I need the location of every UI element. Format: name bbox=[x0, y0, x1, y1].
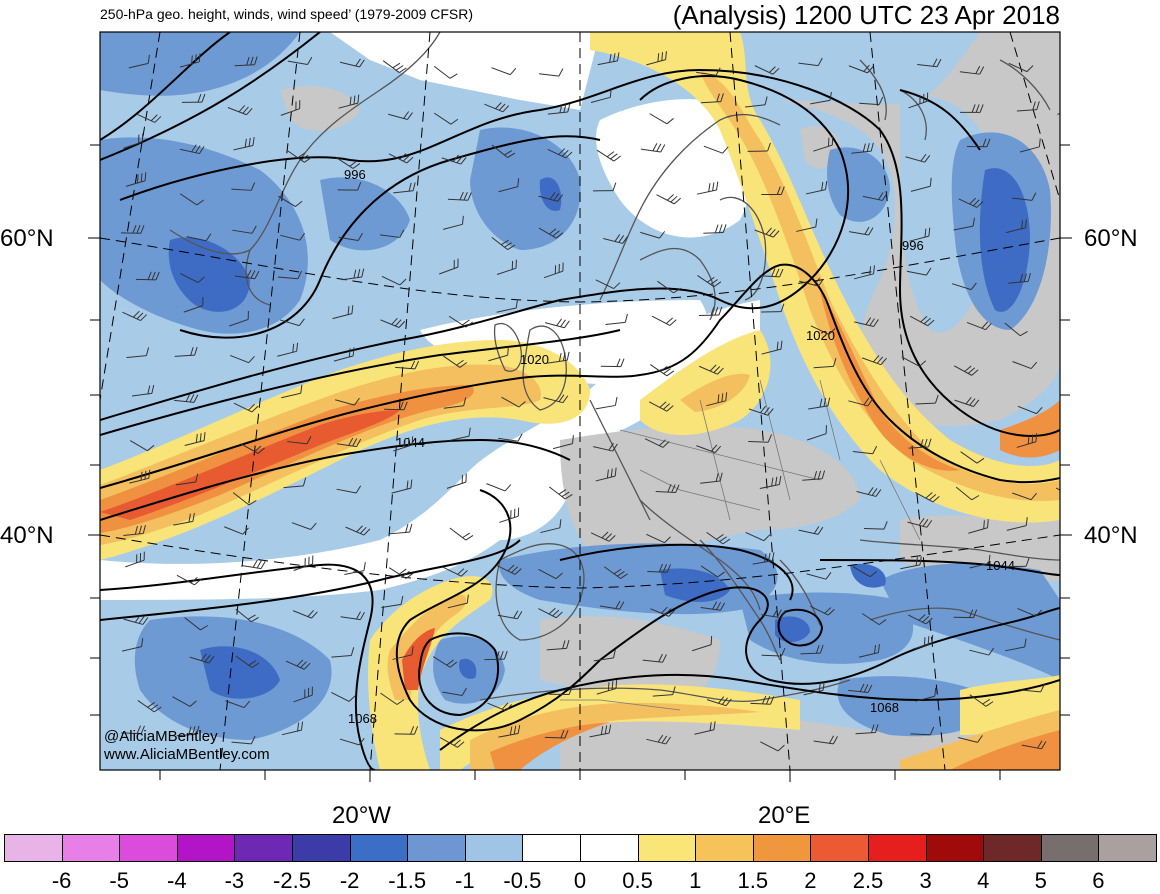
colorbar-label: -2 bbox=[340, 868, 360, 894]
colorbar-swatch bbox=[292, 834, 351, 862]
lon-label-20e: 20°E bbox=[758, 802, 810, 830]
colorbar-swatch bbox=[465, 834, 524, 862]
colorbar-label: 1 bbox=[689, 868, 701, 894]
colorbar-label: -5 bbox=[109, 868, 129, 894]
wind-barb bbox=[1059, 645, 1082, 665]
colorbar-swatch bbox=[407, 834, 466, 862]
colorbar-swatch bbox=[350, 834, 409, 862]
colorbar-label: -3 bbox=[225, 868, 245, 894]
colorbar-label: 4 bbox=[977, 868, 989, 894]
wind-barb bbox=[1068, 602, 1092, 617]
lon-label-20w: 20°W bbox=[332, 802, 391, 830]
contour-label: 1068 bbox=[870, 700, 899, 715]
contour-label: 1020 bbox=[520, 352, 549, 367]
wind-barb bbox=[1070, 729, 1094, 743]
colorbar-label: 2 bbox=[804, 868, 816, 894]
colorbar-label: -6 bbox=[52, 868, 72, 894]
colorbar-swatch bbox=[580, 834, 639, 862]
colorbar-swatch bbox=[810, 834, 869, 862]
colorbar-swatch bbox=[1098, 834, 1157, 862]
colorbar-label: 5 bbox=[1035, 868, 1047, 894]
lat-label-60n-left: 60°N bbox=[0, 225, 54, 253]
colorbar-swatch bbox=[4, 834, 63, 862]
colorbar-label: 1.5 bbox=[738, 868, 769, 894]
colorbar-swatch bbox=[983, 834, 1042, 862]
wind-barb bbox=[1067, 269, 1091, 288]
wind-barb bbox=[1071, 396, 1095, 414]
colorbar-label: -2.5 bbox=[273, 868, 311, 894]
colorbar-label: 3 bbox=[919, 868, 931, 894]
wind-barb bbox=[1059, 568, 1083, 580]
lat-label-60n-right: 60°N bbox=[1084, 225, 1138, 253]
wind-barb bbox=[1068, 690, 1092, 709]
colorbar-label: -1.5 bbox=[388, 868, 426, 894]
wind-barb bbox=[1065, 140, 1089, 150]
credit-website: www.AliciaMBentley.com bbox=[104, 746, 270, 763]
contour-label: 996 bbox=[344, 167, 366, 182]
colorbar-swatch bbox=[926, 834, 985, 862]
wind-barb bbox=[1071, 181, 1095, 191]
map-panel: 996 996 1020 1020 1044 1044 1068 1068 bbox=[0, 0, 1160, 830]
lat-label-40n-right: 40°N bbox=[1084, 522, 1138, 550]
contour-label: 1044 bbox=[986, 558, 1015, 573]
wind-barb bbox=[1068, 442, 1091, 462]
colorbar-label: -4 bbox=[167, 868, 187, 894]
wind-barb bbox=[1062, 232, 1086, 243]
contour-label: 1068 bbox=[348, 711, 377, 726]
colorbar-swatch bbox=[1041, 834, 1100, 862]
colorbar-swatch bbox=[177, 834, 236, 862]
colorbar-swatch bbox=[753, 834, 812, 862]
wind-barb bbox=[1068, 344, 1092, 357]
lat-label-40n-left: 40°N bbox=[0, 522, 54, 550]
wind-barb bbox=[1064, 310, 1087, 319]
colorbar-swatch bbox=[638, 834, 697, 862]
credit-handle: @AliciaMBentley bbox=[104, 728, 218, 745]
colorbar-swatch bbox=[695, 834, 754, 862]
colorbar-swatch bbox=[119, 834, 178, 862]
colorbar-label: -1 bbox=[455, 868, 475, 894]
colorbar-label: -0.5 bbox=[503, 868, 541, 894]
colorbar-labels: -6 -5 -4 -3 -2.5 -2 -1.5 -1 -0.5 0 0.5 1 1.5 2 2.5 3 4 5 6 bbox=[0, 868, 1160, 892]
colorbar-label: 0 bbox=[574, 868, 586, 894]
colorbar-label: 6 bbox=[1092, 868, 1104, 894]
wind-barb bbox=[1061, 64, 1085, 83]
colorbar-label: 0.5 bbox=[622, 868, 653, 894]
colorbar-swatch bbox=[234, 834, 293, 862]
colorbar-swatch bbox=[868, 834, 927, 862]
colorbar-label: 2.5 bbox=[853, 868, 884, 894]
colorbar-swatch bbox=[522, 834, 581, 862]
colorbar bbox=[4, 834, 1156, 864]
contour-label: 1044 bbox=[396, 435, 425, 450]
colorbar-swatch bbox=[62, 834, 121, 862]
